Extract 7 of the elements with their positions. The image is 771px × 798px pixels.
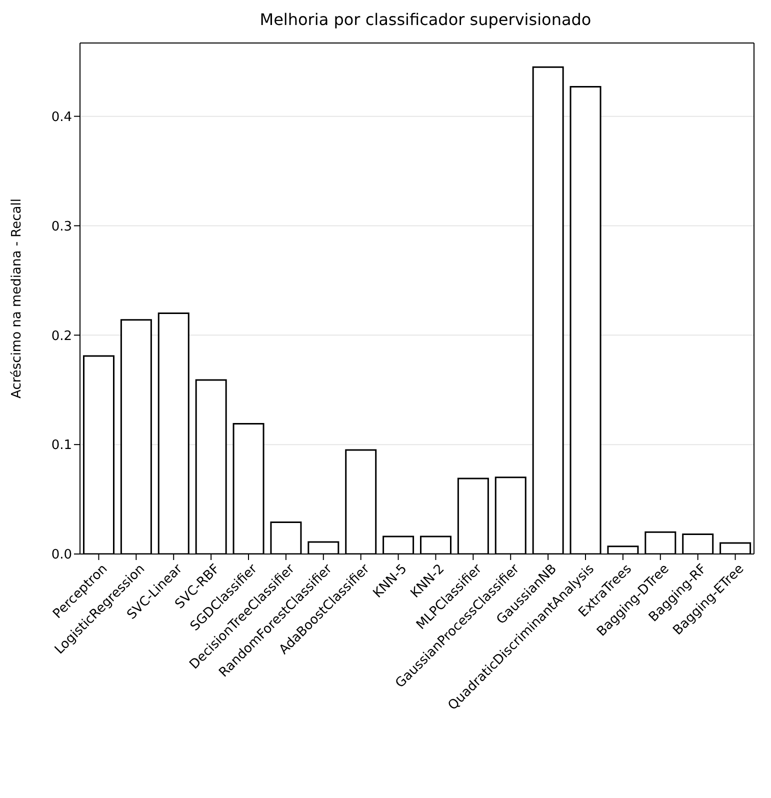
y-tick-label: 0.3 — [51, 219, 72, 234]
y-tick-label: 0.2 — [51, 328, 72, 344]
chart-title: Melhoria por classificador supervisionado — [258, 10, 592, 31]
y-tick-label: 0.4 — [51, 110, 72, 125]
y-axis-title: Acréscimo na mediana - Recall — [10, 198, 25, 398]
y-tick-label: 0.1 — [51, 438, 72, 454]
y-tick-label: 0.0 — [51, 548, 72, 563]
